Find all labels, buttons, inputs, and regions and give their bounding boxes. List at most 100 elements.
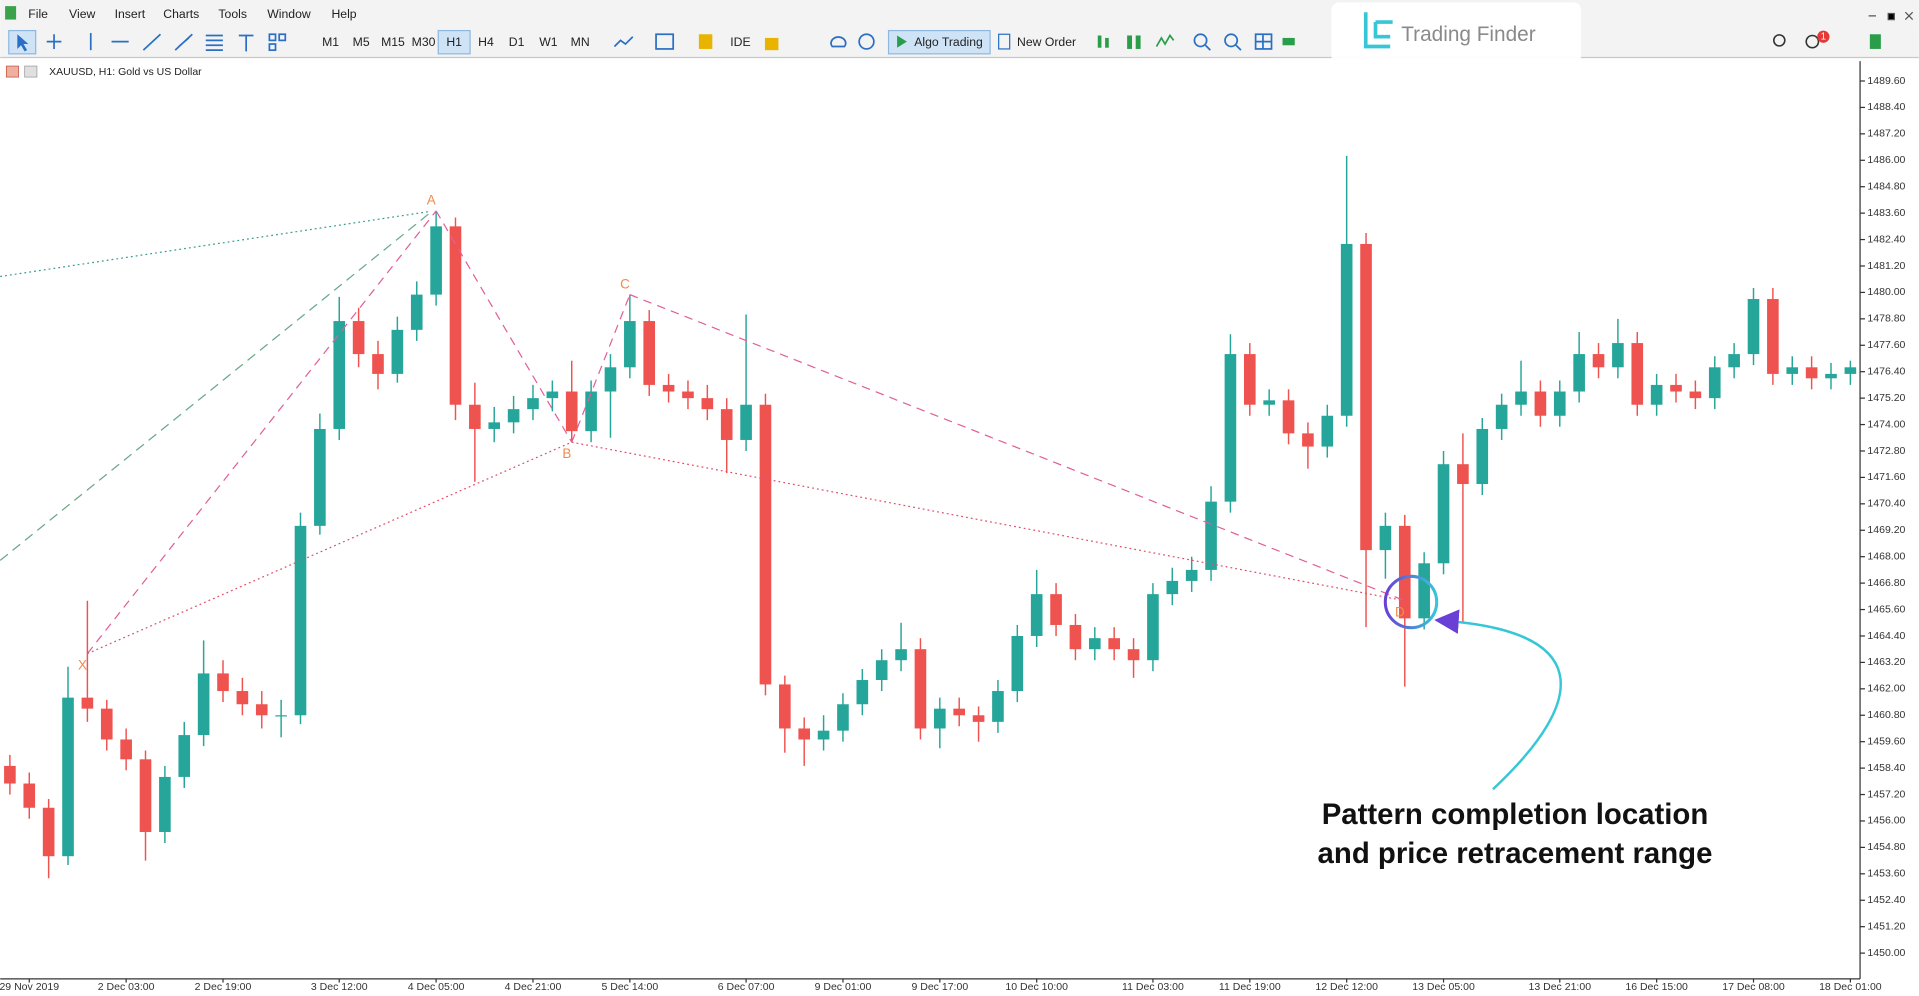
candle-body <box>1747 299 1760 355</box>
timeframe-button[interactable]: M5 <box>353 35 370 49</box>
x-tick-label: 12 Dec 12:00 <box>1315 981 1378 993</box>
y-tick-label: 1454.80 <box>1867 841 1905 853</box>
y-tick-label: 1486.00 <box>1867 154 1905 166</box>
menu-item[interactable]: File <box>28 7 48 21</box>
candle-body <box>236 691 249 705</box>
candle-body <box>159 776 171 832</box>
candle-body <box>527 398 539 410</box>
candle-body <box>1379 525 1392 551</box>
candle-body <box>1476 428 1489 485</box>
candle-body <box>1302 433 1314 447</box>
y-tick-label: 1456.00 <box>1867 815 1905 827</box>
menu-bar <box>0 0 1919 27</box>
pattern-point-label: A <box>427 193 436 208</box>
candle-body <box>1321 415 1334 447</box>
candle-body <box>23 783 36 808</box>
candle-body <box>1573 354 1585 392</box>
exchange-icon[interactable] <box>698 34 713 49</box>
pattern-point-label: C <box>620 276 630 291</box>
candle-body <box>779 684 791 729</box>
timeframe-button[interactable]: M30 <box>412 35 436 49</box>
candle-body <box>139 759 152 832</box>
notifications-icon[interactable] <box>1805 34 1820 49</box>
candle-body <box>1127 649 1140 661</box>
menu-item[interactable]: Window <box>267 7 311 21</box>
pattern-point-label: B <box>562 446 571 461</box>
candle-body <box>1631 343 1644 405</box>
y-tick-label: 1459.60 <box>1867 735 1905 747</box>
candle-body <box>410 294 423 330</box>
candle-body <box>1263 400 1275 405</box>
candle-body <box>1437 464 1450 564</box>
timeframe-button[interactable]: W1 <box>539 35 558 49</box>
window-controls[interactable] <box>1868 11 1914 21</box>
x-tick-label: 16 Dec 15:00 <box>1625 981 1688 993</box>
candle-body <box>740 404 752 440</box>
pattern-point-label: X <box>78 657 87 672</box>
pattern-point-label: D <box>1395 605 1405 620</box>
candle-body <box>934 708 946 729</box>
candle-body <box>1728 354 1740 368</box>
algo-trading-button[interactable] <box>887 29 991 55</box>
menu-item[interactable]: View <box>69 7 95 21</box>
candle-body <box>972 715 985 722</box>
menu-item[interactable]: Tools <box>218 7 247 21</box>
y-tick-label: 1476.40 <box>1867 365 1905 377</box>
x-tick-label: 6 Dec 07:00 <box>718 981 775 993</box>
timeframe-button[interactable]: MN <box>571 35 590 49</box>
new-order-icon <box>998 33 1011 50</box>
timeframe-button[interactable]: H1 <box>446 35 462 49</box>
y-tick-label: 1478.80 <box>1867 313 1905 325</box>
y-tick-label: 1480.00 <box>1867 286 1905 298</box>
plot: 1450.00 1451.20 1452.40 1453.60 1454.80 1456.… <box>0 75 1906 993</box>
candle-body <box>585 391 597 432</box>
candle-body <box>1805 367 1818 379</box>
x-tick-label: 10 Dec 10:00 <box>1005 981 1068 993</box>
candle-body <box>1515 391 1527 405</box>
candle-body <box>81 697 94 709</box>
menu-item[interactable]: Charts <box>163 7 199 21</box>
new-order-button[interactable]: New Order <box>1017 35 1076 49</box>
candle-body <box>875 660 888 681</box>
timeframe-button[interactable]: M1 <box>322 35 339 49</box>
x-tick-label: 4 Dec 05:00 <box>408 981 465 993</box>
menu-item[interactable]: Help <box>331 7 356 21</box>
chart-header: XAUUSD, H1: Gold vs US Dollar <box>49 66 202 78</box>
candle-body <box>120 739 132 760</box>
candle-body <box>1050 594 1062 625</box>
lock-icon[interactable] <box>764 37 779 51</box>
y-tick-label: 1458.40 <box>1867 762 1905 774</box>
candle-body <box>1088 638 1101 650</box>
search-icon[interactable] <box>1773 34 1786 47</box>
candle-body <box>1205 501 1217 570</box>
y-tick-label: 1451.20 <box>1867 920 1905 932</box>
x-tick-label: 11 Dec 19:00 <box>1219 981 1281 993</box>
active-timeframe[interactable] <box>437 29 471 55</box>
candle-body <box>953 708 966 716</box>
notification-badge <box>1817 30 1830 43</box>
candle-body <box>488 422 501 429</box>
algo-trading-label[interactable]: Algo Trading <box>914 35 983 49</box>
candle-body <box>1786 367 1799 374</box>
y-tick-label: 1470.40 <box>1867 498 1905 510</box>
candle-body <box>275 715 287 717</box>
candle-body <box>1553 391 1566 416</box>
candle-body <box>1612 343 1624 368</box>
logo-text: Trading Finder <box>1401 23 1536 46</box>
ide-button[interactable]: IDE <box>730 35 750 49</box>
y-tick-label: 1466.80 <box>1867 577 1905 589</box>
timeframe-button[interactable]: M15 <box>381 35 405 49</box>
candle-body <box>1670 384 1682 392</box>
y-tick-label: 1488.40 <box>1867 101 1905 113</box>
candle-body <box>1592 354 1605 368</box>
timeframe-button[interactable]: H4 <box>478 35 494 49</box>
menu-item[interactable]: Insert <box>115 7 146 21</box>
notification-count: 1 <box>1821 31 1826 42</box>
y-tick-label: 1483.60 <box>1867 207 1905 219</box>
x-tick-label: 2 Dec 19:00 <box>195 981 252 993</box>
x-tick-label: 2 Dec 03:00 <box>98 981 155 993</box>
timeframe-button[interactable]: D1 <box>509 35 525 49</box>
y-tick-label: 1457.20 <box>1867 788 1905 800</box>
candle-body <box>1457 464 1469 485</box>
